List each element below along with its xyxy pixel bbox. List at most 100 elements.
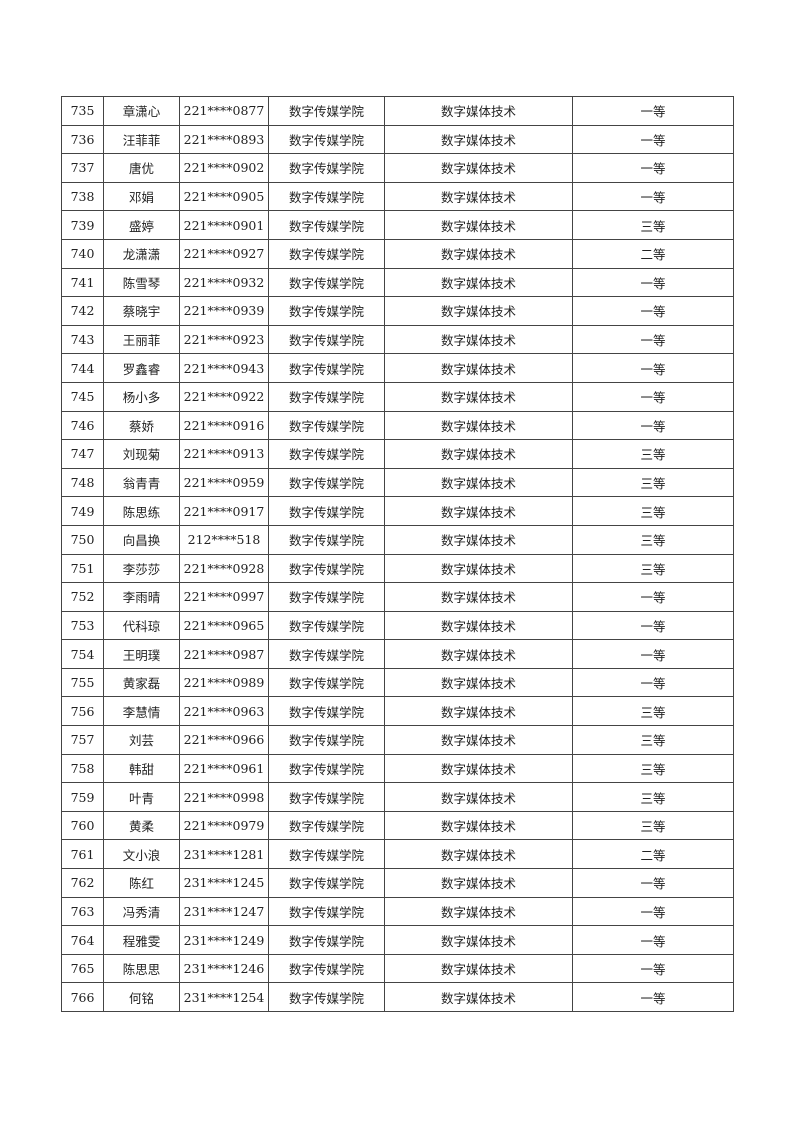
award-level-cell: 三等 (572, 810, 734, 841)
student-name-cell: 邓娟 (103, 181, 180, 212)
student-name-cell: 黄家磊 (103, 667, 180, 698)
table-row: 747 刘现菊 221****0913 数字传媒学院 数字媒体技术 三等 (61, 439, 734, 469)
row-number-cell: 744 (61, 353, 104, 383)
award-level-cell: 三等 (572, 753, 734, 784)
student-name-cell: 王丽菲 (103, 324, 180, 355)
award-level-cell: 一等 (572, 181, 734, 212)
major-cell: 数字媒体技术 (384, 96, 573, 126)
row-number-cell: 752 (61, 582, 104, 612)
student-id-cell: 221****0961 (179, 753, 269, 784)
student-name-cell: 陈思思 (103, 953, 180, 984)
row-number-cell: 757 (61, 725, 104, 755)
major-cell: 数字媒体技术 (384, 124, 573, 155)
row-number-cell: 740 (61, 238, 104, 269)
major-cell: 数字媒体技术 (384, 410, 573, 441)
major-cell: 数字媒体技术 (384, 381, 573, 412)
student-name-cell: 李莎莎 (103, 553, 180, 584)
award-level-cell: 三等 (572, 439, 734, 469)
award-level-cell: 三等 (572, 725, 734, 755)
college-cell: 数字传媒学院 (268, 839, 385, 870)
table-row: 748 翁青青 221****0959 数字传媒学院 数字媒体技术 三等 (61, 467, 734, 498)
row-number-cell: 739 (61, 210, 104, 240)
row-number-cell: 747 (61, 439, 104, 469)
award-level-cell: 三等 (572, 553, 734, 584)
college-cell: 数字传媒学院 (268, 925, 385, 955)
college-cell: 数字传媒学院 (268, 296, 385, 326)
student-name-cell: 向昌换 (103, 524, 180, 555)
row-number-cell: 742 (61, 296, 104, 326)
student-name-cell: 翁青青 (103, 467, 180, 498)
table-row: 765 陈思思 231****1246 数字传媒学院 数字媒体技术 一等 (61, 953, 734, 984)
major-cell: 数字媒体技术 (384, 553, 573, 584)
major-cell: 数字媒体技术 (384, 610, 573, 641)
student-id-cell: 231****1254 (179, 982, 269, 1012)
row-number-cell: 765 (61, 953, 104, 984)
student-id-cell: 221****0932 (179, 267, 269, 298)
student-name-cell: 黄柔 (103, 810, 180, 841)
award-level-cell: 一等 (572, 410, 734, 441)
college-cell: 数字传媒学院 (268, 553, 385, 584)
college-cell: 数字传媒学院 (268, 582, 385, 612)
student-id-cell: 221****0913 (179, 439, 269, 469)
college-cell: 数字传媒学院 (268, 810, 385, 841)
college-cell: 数字传媒学院 (268, 496, 385, 526)
award-level-cell: 一等 (572, 153, 734, 183)
college-cell: 数字传媒学院 (268, 124, 385, 155)
table-row: 737 唐优 221****0902 数字传媒学院 数字媒体技术 一等 (61, 153, 734, 183)
major-cell: 数字媒体技术 (384, 725, 573, 755)
row-number-cell: 746 (61, 410, 104, 441)
student-id-cell: 221****0877 (179, 96, 269, 126)
award-level-cell: 一等 (572, 982, 734, 1012)
table-row: 740 龙潇潇 221****0927 数字传媒学院 数字媒体技术 二等 (61, 238, 734, 269)
award-level-cell: 一等 (572, 667, 734, 698)
major-cell: 数字媒体技术 (384, 267, 573, 298)
row-number-cell: 736 (61, 124, 104, 155)
student-id-cell: 221****0901 (179, 210, 269, 240)
student-id-cell: 221****0943 (179, 353, 269, 383)
row-number-cell: 735 (61, 96, 104, 126)
table-row: 750 向昌换 212****518 数字传媒学院 数字媒体技术 三等 (61, 524, 734, 555)
table-row: 757 刘芸 221****0966 数字传媒学院 数字媒体技术 三等 (61, 725, 734, 755)
table-body: 735 章潇心 221****0877 数字传媒学院 数字媒体技术 一等 736 汪菲菲 221… (61, 96, 734, 1012)
row-number-cell: 743 (61, 324, 104, 355)
award-level-cell: 三等 (572, 782, 734, 812)
student-id-cell: 221****0989 (179, 667, 269, 698)
student-name-cell: 陈思练 (103, 496, 180, 526)
student-name-cell: 杨小多 (103, 381, 180, 412)
student-id-cell: 231****1245 (179, 868, 269, 898)
row-number-cell: 766 (61, 982, 104, 1012)
table-row: 751 李莎莎 221****0928 数字传媒学院 数字媒体技术 三等 (61, 553, 734, 584)
student-name-cell: 汪菲菲 (103, 124, 180, 155)
student-id-cell: 221****0965 (179, 610, 269, 641)
award-level-cell: 一等 (572, 896, 734, 927)
row-number-cell: 758 (61, 753, 104, 784)
college-cell: 数字传媒学院 (268, 868, 385, 898)
major-cell: 数字媒体技术 (384, 524, 573, 555)
college-cell: 数字传媒学院 (268, 210, 385, 240)
major-cell: 数字媒体技术 (384, 238, 573, 269)
major-cell: 数字媒体技术 (384, 439, 573, 469)
row-number-cell: 762 (61, 868, 104, 898)
major-cell: 数字媒体技术 (384, 868, 573, 898)
award-level-cell: 三等 (572, 496, 734, 526)
college-cell: 数字传媒学院 (268, 639, 385, 669)
student-id-cell: 221****0916 (179, 410, 269, 441)
award-level-cell: 一等 (572, 610, 734, 641)
college-cell: 数字传媒学院 (268, 410, 385, 441)
college-cell: 数字传媒学院 (268, 524, 385, 555)
award-level-cell: 一等 (572, 639, 734, 669)
college-cell: 数字传媒学院 (268, 153, 385, 183)
major-cell: 数字媒体技术 (384, 181, 573, 212)
row-number-cell: 749 (61, 496, 104, 526)
college-cell: 数字传媒学院 (268, 896, 385, 927)
row-number-cell: 737 (61, 153, 104, 183)
major-cell: 数字媒体技术 (384, 810, 573, 841)
college-cell: 数字传媒学院 (268, 782, 385, 812)
student-name-cell: 龙潇潇 (103, 238, 180, 269)
award-level-cell: 三等 (572, 696, 734, 727)
major-cell: 数字媒体技术 (384, 582, 573, 612)
student-name-cell: 刘芸 (103, 725, 180, 755)
table-row: 742 蔡晓宇 221****0939 数字传媒学院 数字媒体技术 一等 (61, 296, 734, 326)
major-cell: 数字媒体技术 (384, 982, 573, 1012)
college-cell: 数字传媒学院 (268, 953, 385, 984)
